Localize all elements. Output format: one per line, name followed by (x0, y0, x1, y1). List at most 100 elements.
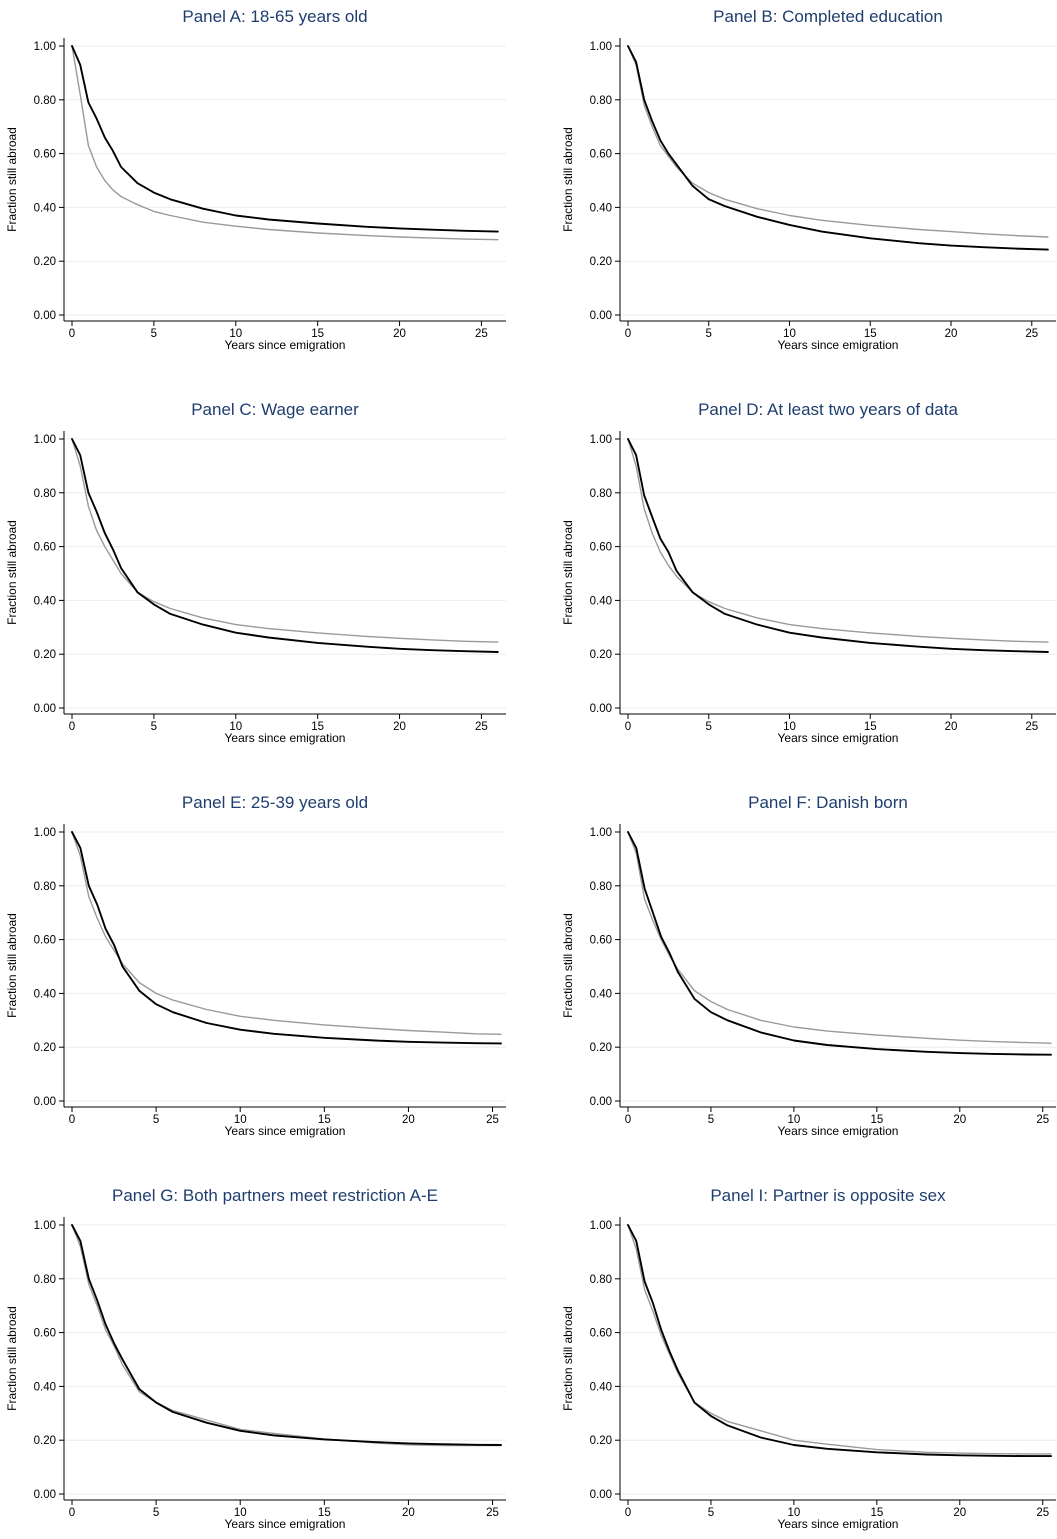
y-tick-label: 1.00 (590, 434, 612, 446)
x-tick-label: 5 (708, 1507, 714, 1519)
y-tick-label: 1.00 (590, 41, 612, 53)
x-tick-label: 0 (69, 721, 75, 733)
y-tick-label: 0.60 (34, 542, 56, 554)
panel-5: Panel F: Danish born 0.00 0.20 0.40 0.60 0.80… (561, 793, 1056, 1138)
y-tick-label: 0.80 (34, 881, 56, 893)
x-axis-label: Years since emigration (778, 1517, 899, 1531)
x-tick-label: 15 (864, 328, 877, 340)
y-axis-label: Fraction still abroad (5, 520, 19, 625)
x-tick-label: 20 (393, 328, 406, 340)
y-tick-label: 0.20 (590, 256, 612, 268)
x-tick-label: 5 (151, 721, 157, 733)
series-line-black (71, 45, 499, 233)
series-line-gray (71, 45, 499, 241)
x-tick-label: 10 (787, 1114, 800, 1126)
x-tick-label: 5 (706, 721, 712, 733)
series-line-black (71, 831, 502, 1045)
panel-2: Panel C: Wage earner 0.00 0.20 0.40 0.60 0.80… (5, 400, 506, 745)
y-tick-label: 0.20 (34, 1435, 56, 1447)
y-tick-label: 0.00 (590, 1096, 612, 1108)
y-tick-label: 0.60 (34, 1328, 56, 1340)
y-axis-label: Fraction still abroad (561, 127, 575, 232)
y-tick-label: 0.60 (590, 1328, 612, 1340)
x-tick-label: 20 (393, 721, 406, 733)
y-tick-label: 0.80 (590, 95, 612, 107)
y-tick-label: 0.40 (34, 595, 56, 607)
y-tick-label: 0.00 (590, 1489, 612, 1501)
y-tick-label: 0.00 (34, 1096, 56, 1108)
x-tick-label: 25 (475, 721, 488, 733)
series-line-gray (627, 1224, 1052, 1455)
series-line-gray (627, 831, 1052, 1044)
x-tick-label: 0 (625, 328, 631, 340)
x-tick-label: 0 (69, 1114, 75, 1126)
panel-3: Panel D: At least two years of data 0.00 0… (561, 400, 1056, 745)
y-tick-label: 0.40 (34, 202, 56, 214)
y-tick-label: 0.80 (34, 488, 56, 500)
y-tick-label: 0.00 (590, 703, 612, 715)
y-tick-label: 0.20 (590, 1435, 612, 1447)
x-axis-label: Years since emigration (225, 338, 346, 352)
x-tick-label: 10 (787, 1507, 800, 1519)
x-tick-label: 15 (318, 1507, 331, 1519)
series-line-gray (71, 1224, 502, 1447)
y-tick-label: 0.00 (34, 310, 56, 322)
y-axis-label: Fraction still abroad (561, 1306, 575, 1411)
x-tick-label: 0 (69, 1507, 75, 1519)
x-tick-label: 10 (229, 721, 242, 733)
y-tick-label: 0.00 (34, 1489, 56, 1501)
series-line-gray (627, 438, 1049, 643)
x-tick-label: 15 (864, 721, 877, 733)
series-line-black (627, 831, 1052, 1056)
y-tick-label: 0.40 (34, 1381, 56, 1393)
panel-7: Panel I: Partner is opposite sex 0.00 0.20… (561, 1186, 1056, 1531)
y-tick-label: 1.00 (34, 41, 56, 53)
series-line-black (71, 1224, 502, 1446)
y-tick-label: 0.80 (34, 1274, 56, 1286)
x-tick-label: 5 (153, 1114, 159, 1126)
x-tick-label: 20 (402, 1114, 415, 1126)
y-axis-label: Fraction still abroad (5, 1306, 19, 1411)
x-tick-label: 10 (783, 721, 796, 733)
panel-title: Panel C: Wage earner (191, 400, 359, 419)
y-tick-label: 1.00 (34, 827, 56, 839)
y-tick-label: 0.60 (34, 935, 56, 947)
x-tick-label: 25 (1036, 1507, 1049, 1519)
x-axis-label: Years since emigration (225, 731, 346, 745)
y-tick-label: 0.00 (590, 310, 612, 322)
x-tick-label: 15 (870, 1114, 883, 1126)
x-tick-label: 20 (945, 721, 958, 733)
x-tick-label: 5 (153, 1507, 159, 1519)
x-tick-label: 0 (625, 721, 631, 733)
y-tick-label: 0.60 (590, 935, 612, 947)
x-tick-label: 10 (229, 328, 242, 340)
panel-title: Panel F: Danish born (748, 793, 908, 812)
x-tick-label: 25 (1036, 1114, 1049, 1126)
panel-title: Panel A: 18-65 years old (182, 7, 367, 26)
y-tick-label: 0.40 (590, 202, 612, 214)
series-line-black (627, 45, 1049, 251)
series-line-gray (627, 45, 1049, 238)
y-tick-label: 0.40 (590, 988, 612, 1000)
panel-6: Panel G: Both partners meet restriction … (5, 1186, 506, 1531)
x-axis-label: Years since emigration (225, 1124, 346, 1138)
series-line-gray (71, 438, 499, 643)
x-tick-label: 20 (945, 328, 958, 340)
series-line-black (627, 438, 1049, 653)
x-tick-label: 25 (475, 328, 488, 340)
y-axis-label: Fraction still abroad (561, 913, 575, 1018)
x-tick-label: 5 (706, 328, 712, 340)
y-tick-label: 1.00 (590, 827, 612, 839)
x-tick-label: 25 (486, 1114, 499, 1126)
x-tick-label: 25 (1025, 328, 1038, 340)
y-tick-label: 0.80 (590, 488, 612, 500)
y-axis-label: Fraction still abroad (5, 127, 19, 232)
x-axis-label: Years since emigration (778, 338, 899, 352)
y-tick-label: 0.20 (34, 256, 56, 268)
y-tick-label: 0.00 (34, 703, 56, 715)
panel-0: Panel A: 18-65 years old 0.00 0.20 0.40 0.60… (5, 7, 506, 352)
y-axis-label: Fraction still abroad (5, 913, 19, 1018)
y-tick-label: 0.60 (590, 149, 612, 161)
y-tick-label: 0.20 (34, 649, 56, 661)
